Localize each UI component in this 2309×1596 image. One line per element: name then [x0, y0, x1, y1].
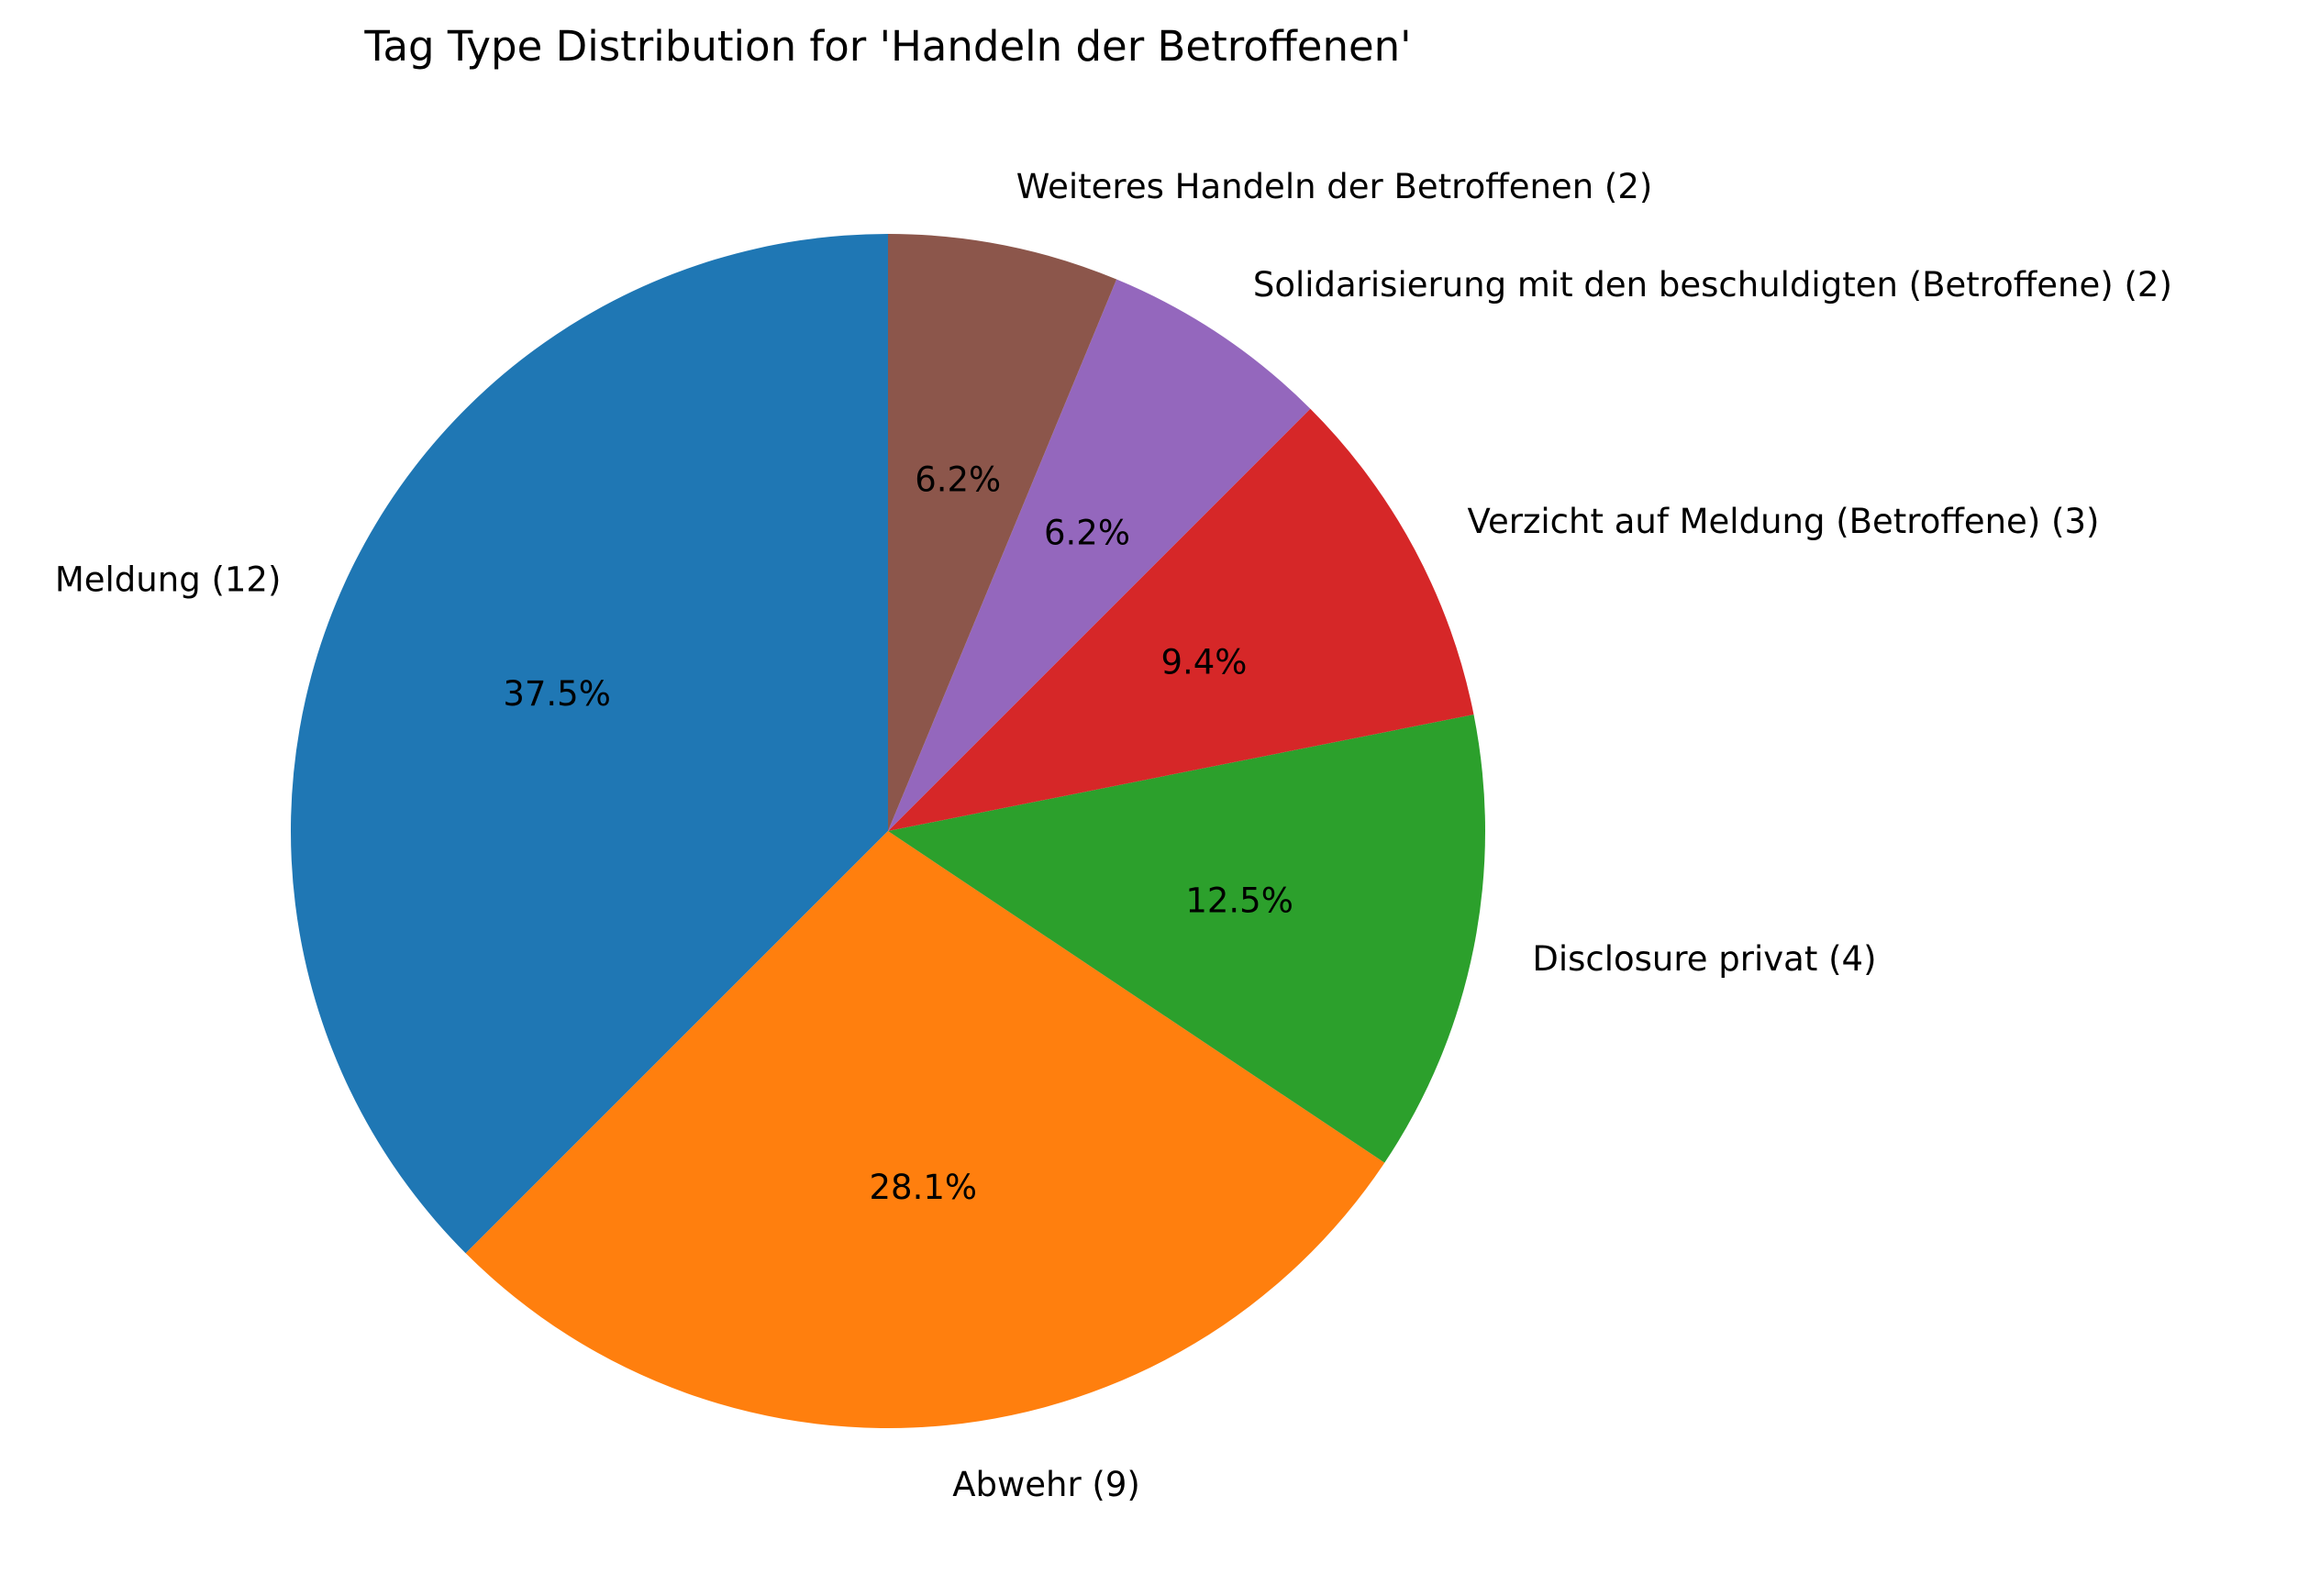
slice-percent-label: 28.1%: [870, 1168, 978, 1207]
slice-percent-label: 37.5%: [503, 674, 611, 714]
slice-category-label: Verzicht auf Meldung (Betroffene) (3): [1468, 502, 2100, 541]
slice-percent-label: 6.2%: [1044, 514, 1130, 553]
pie-slice: [888, 408, 1474, 831]
pie-slices: [290, 234, 1485, 1429]
pie-slice: [888, 715, 1485, 1163]
slice-category-label: Disclosure privat (4): [1532, 939, 1876, 979]
slice-category-label: Meldung (12): [55, 560, 282, 599]
slice-category-label: Weiteres Handeln der Betroffenen (2): [1016, 167, 1653, 206]
slice-percent-label: 12.5%: [1185, 881, 1293, 921]
pie-slice: [465, 831, 1385, 1429]
slice-category-label: Solidarisierung mit den beschuldigten (B…: [1253, 265, 2172, 305]
chart-title: Tag Type Distribution for 'Handeln der B…: [363, 22, 1411, 71]
pie-slice: [888, 279, 1311, 831]
slice-percent-label: 6.2%: [915, 460, 1001, 499]
pie-slice: [290, 234, 888, 1254]
pie-slice: [888, 234, 1117, 831]
slice-category-label: Abwehr (9): [952, 1465, 1140, 1504]
slice-percent-label: 9.4%: [1160, 642, 1247, 682]
slice-labels: 37.5% Meldung (12) 28.1% Abwehr (9) 12.5% Dis…: [55, 167, 2172, 1504]
